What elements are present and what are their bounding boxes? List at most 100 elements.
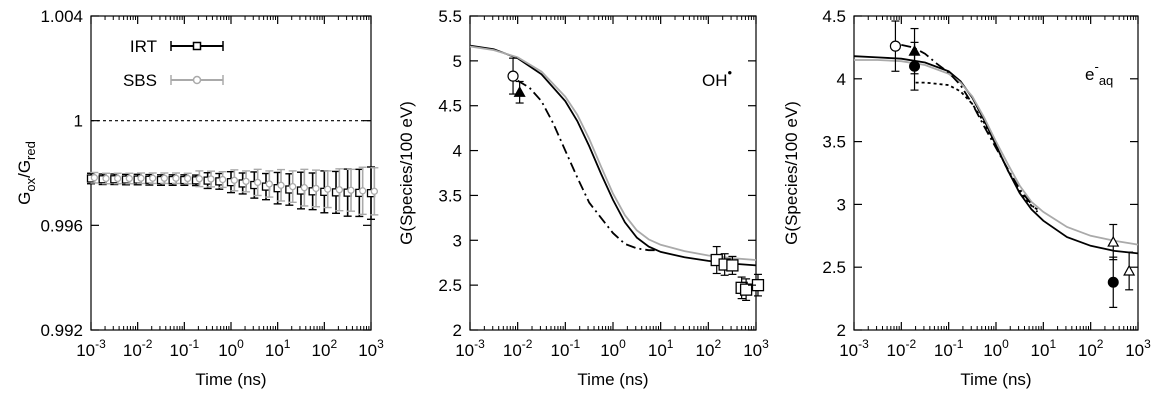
experimental-point: [513, 86, 526, 97]
x-tick-label: 10-2: [503, 337, 533, 360]
data-point: [324, 185, 332, 193]
data-point: [160, 174, 168, 182]
y-tick-label: 5.5: [438, 7, 462, 26]
x-tick-exp: 3: [1144, 337, 1151, 351]
legend: IRT SBS: [123, 37, 224, 90]
y-tick-label: 2.5: [438, 276, 462, 295]
x-tick-label: 103: [1125, 337, 1151, 360]
y-tick-label: 3.5: [438, 186, 462, 205]
legend-marker-irt: [192, 41, 202, 51]
x-tick-base: 10: [648, 341, 667, 360]
series-line: [901, 44, 1039, 213]
x-tick-exp: 1: [1049, 337, 1056, 351]
x-tick-base: 10: [218, 341, 237, 360]
experimental-point: [1107, 276, 1119, 288]
data-point: [370, 187, 379, 195]
y-tick-label: 2.5: [822, 258, 846, 277]
x-tick-base: 10: [265, 341, 284, 360]
y-tick-label: 4.5: [438, 97, 462, 116]
experimental-point: [1107, 235, 1120, 247]
x-tick-exp: -3: [858, 337, 869, 351]
series-line: [517, 79, 655, 252]
y-tick-label: 1: [74, 112, 83, 131]
x-tick-exp: 1: [667, 337, 674, 351]
data-point: [359, 187, 367, 195]
x-axis-label: Time (ns): [195, 370, 266, 389]
series-line: [469, 44, 757, 267]
x-tick-label: 102: [312, 337, 338, 360]
x-tick-label: 10-2: [123, 337, 153, 360]
y-axis-label: Gox/Gred: [15, 141, 38, 205]
data-point: [114, 174, 122, 183]
x-tick-base: 10: [1078, 341, 1097, 360]
y-axis-label-sub-red: red: [23, 141, 38, 160]
annotation-main: e: [1085, 65, 1094, 84]
data-point: [137, 174, 145, 182]
data-point: [277, 181, 285, 189]
legend-label-irt: IRT: [130, 37, 157, 56]
y-tick-label: 4.5: [822, 7, 846, 26]
y-tick-label: 2: [453, 321, 462, 340]
data-point: [184, 174, 192, 183]
x-tick-label: 101: [648, 337, 674, 360]
y-tick-label: 5: [453, 52, 462, 71]
annotation-sub: aq: [1099, 73, 1113, 88]
y-axis-label-slash: /: [15, 173, 34, 178]
species-annotation-oh: OH•: [702, 65, 733, 90]
x-tick-base: 10: [76, 341, 95, 360]
x-tick-base: 10: [123, 341, 142, 360]
data-point: [254, 178, 262, 187]
x-tick-label: 10-1: [934, 337, 964, 360]
data-point: [125, 174, 133, 183]
species-annotation-eaq: e-aq: [1085, 59, 1113, 88]
annotation-sup: -: [1094, 59, 1098, 74]
data-point: [90, 174, 99, 182]
data-point: [289, 182, 297, 191]
x-tick-label: 102: [696, 337, 722, 360]
x-tick-label: 103: [358, 337, 384, 360]
x-tick-base: 10: [1125, 341, 1144, 360]
y-tick-label: 3: [837, 195, 846, 214]
experimental-point: [507, 70, 519, 82]
data-point: [312, 184, 320, 193]
experimental-point: [909, 60, 921, 72]
data-point: [265, 180, 273, 188]
y-tick-label: 0.996: [40, 216, 83, 235]
x-tick-exp: 3: [377, 337, 384, 351]
x-tick-exp: -3: [474, 337, 485, 351]
y-axis-label: G(Species/100 eV): [397, 101, 416, 245]
x-tick-base: 10: [358, 341, 377, 360]
data-point: [219, 175, 227, 184]
x-tick-base: 10: [503, 341, 522, 360]
data-point: [102, 174, 110, 183]
x-tick-base: 10: [1031, 341, 1050, 360]
x-tick-label: 10-1: [170, 337, 200, 360]
y-axis-label-sub-ox: ox: [23, 177, 38, 191]
data-point: [149, 174, 157, 182]
experimental-point: [726, 259, 739, 272]
x-axis-label: Time (ns): [577, 370, 648, 389]
chart-panel-ratio: 10-3 10-2 10-1 100 101 102 1030.9920.99611.004…: [15, 7, 384, 389]
legend-label-sbs: SBS: [123, 71, 157, 90]
x-tick-exp: -2: [905, 337, 916, 351]
x-tick-exp: 3: [762, 337, 769, 351]
x-tick-base: 10: [887, 341, 906, 360]
x-tick-label: 100: [983, 337, 1009, 360]
x-tick-base: 10: [696, 341, 715, 360]
x-tick-base: 10: [551, 341, 570, 360]
x-tick-exp: 0: [237, 337, 244, 351]
x-tick-exp: 1: [284, 337, 291, 351]
x-tick-label: 10-3: [76, 337, 106, 360]
x-tick-label: 101: [1031, 337, 1057, 360]
y-tick-label: 3.5: [822, 133, 846, 152]
x-tick-base: 10: [455, 341, 474, 360]
x-tick-base: 10: [934, 341, 953, 360]
y-tick-label: 4: [837, 70, 846, 89]
x-tick-exp: -3: [95, 337, 106, 351]
x-tick-exp: 2: [1097, 337, 1104, 351]
x-tick-exp: -2: [142, 337, 153, 351]
x-tick-label: 100: [600, 337, 626, 360]
x-tick-label: 102: [1078, 337, 1104, 360]
x-tick-label: 101: [265, 337, 291, 360]
